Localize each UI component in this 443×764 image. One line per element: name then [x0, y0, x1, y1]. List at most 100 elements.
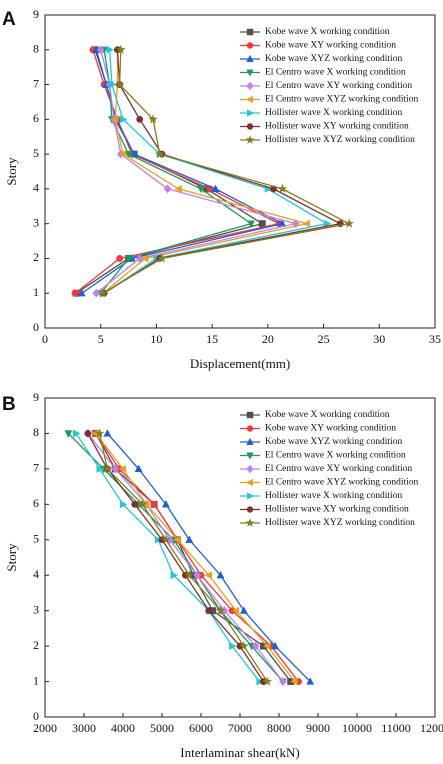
y-tick-label: 3 [33, 215, 39, 229]
data-point [118, 464, 127, 473]
legend-label: Kobe wave XY working condition [265, 41, 396, 51]
y-tick-label: 2 [33, 638, 39, 652]
legend-marker [246, 425, 254, 432]
data-point [106, 45, 115, 54]
data-point [119, 500, 128, 509]
legend-marker [246, 464, 254, 474]
series-line [67, 432, 284, 682]
y-axis-label: Story [4, 543, 19, 572]
legend-marker [246, 69, 254, 77]
data-point [142, 500, 150, 509]
data-point [231, 606, 240, 615]
legend-marker [247, 492, 255, 500]
legend-marker [247, 109, 255, 117]
legend-label: El Centro wave X working condition [265, 451, 406, 461]
data-point [102, 463, 113, 474]
y-tick-label: 5 [33, 532, 39, 546]
legend-label: Kobe wave XYZ working condition [265, 54, 402, 64]
y-tick-label: 8 [33, 42, 39, 56]
data-point [173, 535, 181, 544]
data-point [150, 500, 158, 508]
x-axis-label: Displacement(mm) [190, 356, 290, 371]
x-tick-label: 5 [98, 332, 104, 346]
x-tick-label: 15 [206, 332, 218, 346]
x-tick-label: 5000 [150, 721, 174, 735]
data-point [124, 255, 133, 263]
data-point [118, 150, 127, 159]
y-tick-label: 1 [33, 285, 39, 299]
legend-label: Hollister wave XYZ working condition [265, 518, 415, 528]
data-point [137, 499, 148, 509]
y-axis-label: Story [4, 157, 19, 186]
data-point [148, 114, 159, 124]
y-tick-label: 4 [33, 181, 39, 195]
data-point [216, 570, 225, 579]
legend-marker [246, 54, 254, 62]
y-tick-label: 9 [33, 390, 39, 404]
data-point [262, 642, 271, 651]
series-line [98, 433, 268, 682]
data-point [96, 464, 104, 473]
data-point [96, 45, 105, 55]
x-tick-label: 35 [429, 332, 441, 346]
panel-label: B [2, 394, 16, 415]
legend-marker [245, 135, 255, 145]
data-point [71, 289, 79, 297]
data-point [84, 429, 92, 437]
series-line [103, 49, 329, 294]
data-point [205, 607, 213, 615]
y-tick-label: 1 [33, 673, 39, 687]
data-point [136, 115, 144, 123]
x-tick-label: 25 [318, 332, 330, 346]
data-point [64, 430, 73, 438]
data-point [215, 605, 226, 615]
data-point [174, 184, 182, 193]
data-point [124, 150, 133, 159]
data-point [211, 184, 220, 193]
data-point [277, 183, 288, 194]
legend-marker [246, 506, 254, 513]
y-tick-label: 0 [33, 709, 39, 723]
data-point [134, 464, 143, 473]
series-line [102, 49, 352, 294]
y-tick-label: 6 [33, 111, 39, 125]
legend-label: El Centro wave XY working condition [265, 464, 412, 474]
x-tick-label: 7000 [228, 721, 252, 735]
data-point [247, 220, 256, 229]
legend-label: El Centro wave XY working condition [265, 81, 412, 91]
x-tick-label: 2000 [33, 721, 57, 735]
series-line [74, 49, 281, 294]
data-point [111, 464, 120, 474]
x-tick-label: 0 [42, 332, 48, 346]
series-line [102, 49, 308, 294]
y-tick-label: 7 [33, 461, 39, 475]
y-tick-label: 2 [33, 250, 39, 264]
legend-label: El Centro wave XYZ working condition [265, 95, 419, 105]
data-point [258, 220, 266, 228]
y-tick-label: 0 [33, 320, 39, 334]
series-line [87, 433, 284, 682]
x-tick-label: 8000 [267, 721, 291, 735]
data-point [140, 254, 149, 263]
y-tick-label: 5 [33, 146, 39, 160]
legend-label: Hollister wave XY working condition [265, 122, 409, 132]
legend-label: Kobe wave XYZ working condition [265, 437, 402, 447]
data-point [344, 218, 355, 228]
data-point [156, 253, 168, 263]
data-point [204, 571, 212, 580]
data-point [77, 288, 86, 297]
x-tick-label: 20 [262, 332, 274, 346]
data-point [161, 499, 170, 508]
data-point [239, 606, 248, 614]
legend-marker [246, 81, 254, 91]
data-point [160, 534, 171, 545]
data-point [108, 80, 117, 89]
data-point [170, 571, 179, 580]
y-tick-label: 3 [33, 602, 39, 616]
x-axis-label: Interlaminar shear(kN) [180, 745, 299, 760]
y-tick-label: 7 [33, 76, 39, 90]
y-tick-label: 9 [33, 7, 39, 21]
legend-label: Kobe wave X working condition [265, 27, 390, 37]
